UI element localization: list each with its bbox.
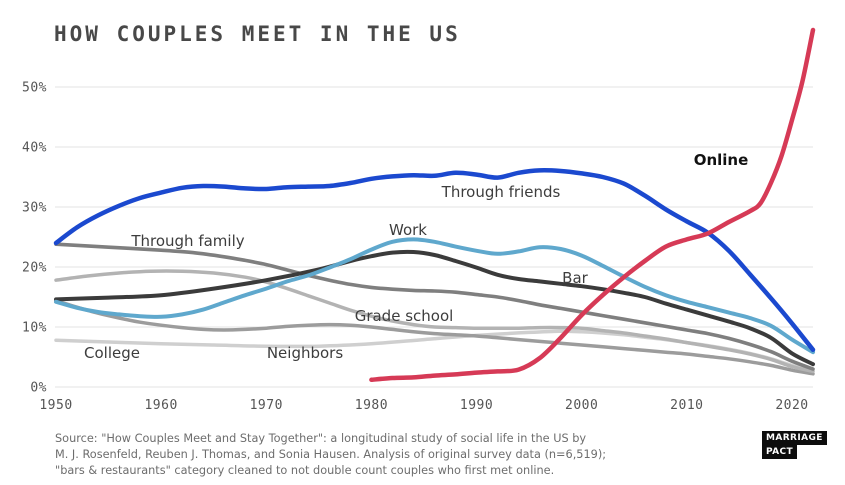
y-tick-label: 20%	[22, 261, 47, 276]
series-bar-line	[54, 249, 815, 367]
x-tick-label: 1970	[250, 398, 283, 413]
series-bar-label: Bar	[562, 269, 588, 287]
x-tick-label: 2020	[775, 398, 808, 413]
series-grade_school-line	[54, 269, 815, 374]
y-tick-label: 40%	[22, 141, 47, 156]
logo-word-marriage: MARRIAGE	[762, 431, 827, 445]
x-tick-label: 2000	[565, 398, 598, 413]
series-friends-label: Through friends	[441, 183, 561, 201]
x-tick-label: 2010	[670, 398, 703, 413]
series-friends-line	[53, 168, 816, 353]
logo-word-pact: PACT	[762, 445, 798, 459]
x-tick-label: 1990	[460, 398, 493, 413]
series-family-label: Through family	[130, 232, 244, 250]
source-line-2: M. J. Rosenfeld, Reuben J. Thomas, and S…	[55, 447, 607, 461]
line-chart: 0% 10% 20% 30% 40% 50% 1950 1960 1970 1980 1990 200…	[22, 27, 816, 413]
series-online-label: Online	[694, 151, 749, 169]
x-tick-label: 1960	[144, 398, 177, 413]
series-college-label: College	[84, 344, 140, 362]
series-work-label: Work	[389, 221, 427, 239]
source-line-3: "bars & restaurants" category cleaned to…	[55, 463, 555, 477]
source-line-1: Source: "How Couples Meet and Stay Toget…	[55, 432, 587, 445]
y-tick-label: 30%	[22, 201, 47, 216]
x-tick-label: 1980	[355, 398, 388, 413]
source-note: Source: "How Couples Meet and Stay Toget…	[55, 431, 715, 478]
y-tick-label: 0%	[30, 381, 47, 396]
chart-title: HOW COUPLES MEET IN THE US	[54, 22, 461, 46]
series-neighbors-line	[54, 298, 815, 376]
series-work-line	[54, 237, 815, 355]
marriage-pact-logo: MARRIAGE PACT	[762, 431, 827, 459]
series-grade_school-label: Grade school	[355, 307, 454, 325]
series-online-line	[369, 27, 816, 383]
series-family-line	[54, 242, 815, 371]
y-tick-label: 50%	[22, 81, 47, 96]
y-tick-label: 10%	[22, 321, 47, 336]
series-neighbors-label: Neighbors	[267, 344, 344, 362]
x-tick-label: 1950	[39, 398, 72, 413]
series-college-line	[54, 329, 815, 372]
